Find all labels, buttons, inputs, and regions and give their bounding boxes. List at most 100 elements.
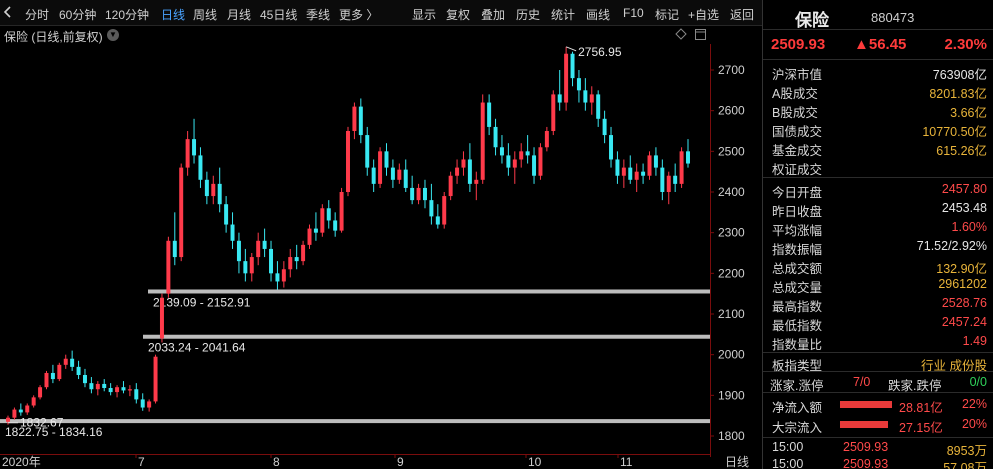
candle-body — [102, 383, 107, 389]
candle-body — [288, 257, 293, 270]
kline-chart[interactable]: 2139.09 - 2152.91 2033.24 - 2041.64 1822.7… — [0, 44, 762, 469]
candle-body — [422, 187, 427, 201]
candle-body — [352, 106, 357, 131]
f10-button[interactable]: F10 — [623, 6, 644, 20]
flow-row: 大宗流入 27.15亿 20% — [763, 415, 993, 435]
stat-label: 最高指数 — [772, 300, 823, 314]
y-axis-labels: 1800 1900 2000 2100 2200 2300 2400 2500 2600 2700 — [718, 63, 745, 443]
stat-label: 沪深市值 — [772, 68, 823, 82]
sector-value[interactable]: 行业 成份股 — [921, 359, 987, 373]
quote-panel: 保险 880473 2509.93 ▲56.45 2.30% 沪深市值 76390… — [762, 0, 993, 469]
stat-value: 2528.76 — [941, 296, 987, 310]
candle-body — [358, 106, 363, 136]
candle-body — [121, 387, 126, 391]
flow-label: 净流入额 — [772, 401, 823, 415]
panel-header: 保险 880473 — [763, 0, 993, 30]
stat-label: 昨日收盘 — [772, 205, 823, 219]
display-button[interactable]: 显示 — [412, 8, 437, 22]
stat-row: 权证成交 — [763, 157, 993, 177]
advancers-value: 7/0 — [853, 375, 871, 389]
stat-label: 基金成交 — [772, 144, 823, 158]
adjust-button[interactable]: 复权 — [446, 8, 471, 22]
chevron-down-icon[interactable]: ▼ — [107, 29, 119, 41]
tab-120min[interactable]: 120分钟 — [105, 8, 150, 22]
stat-row: B股成交 3.66亿 — [763, 100, 993, 120]
candle-body — [641, 171, 646, 176]
candle-body — [634, 171, 639, 180]
candle-body — [679, 151, 684, 184]
candle-body — [397, 169, 402, 180]
candle-body — [301, 244, 306, 262]
stat-label: 今日开盘 — [772, 186, 823, 200]
tab-weekly[interactable]: 周线 — [193, 8, 218, 22]
diamond-icon[interactable] — [675, 28, 687, 40]
add-watchlist-button[interactable]: +自选 — [688, 8, 720, 22]
gap-label: 2139.09 - 2152.91 — [153, 295, 251, 309]
statistics-button[interactable]: 统计 — [551, 8, 576, 22]
candle-body — [365, 135, 370, 168]
chart-axes — [0, 44, 714, 458]
candle-body — [609, 135, 614, 160]
index-code: 880473 — [871, 10, 915, 25]
candle-body — [159, 297, 164, 339]
stat-row: 沪深市值 763908亿 — [763, 62, 993, 82]
candle-body — [442, 196, 447, 225]
candle-body — [313, 228, 318, 233]
mark-button[interactable]: 标记 — [655, 8, 680, 22]
tab-quarterly[interactable]: 季线 — [306, 8, 331, 22]
tab-45day[interactable]: 45日线 — [260, 8, 298, 22]
tab-60min[interactable]: 60分钟 — [59, 8, 97, 22]
tick-row: 15:00 2509.93 57.08万 — [763, 455, 993, 469]
tab-daily[interactable]: 日线 — [161, 8, 186, 22]
draw-line-button[interactable]: 画线 — [586, 8, 611, 22]
candle-body — [95, 383, 100, 390]
tick-time: 15:00 — [772, 457, 804, 469]
tab-more[interactable]: 更多 〉 — [339, 8, 379, 22]
tick-volume: 8953万 — [946, 444, 987, 458]
candle-body — [76, 366, 81, 375]
stat-row: 基金成交 615.26亿 — [763, 138, 993, 158]
window-icon[interactable] — [695, 29, 706, 40]
overlay-button[interactable]: 叠加 — [481, 8, 506, 22]
candle-body — [653, 155, 658, 168]
candle-body — [371, 167, 376, 184]
tab-monthly[interactable]: 月线 — [227, 8, 252, 22]
candles — [6, 46, 690, 425]
x-tick-label: 2020年 — [2, 455, 41, 469]
tick-price: 2509.93 — [843, 457, 889, 469]
candle-body — [403, 169, 408, 188]
stat-row: 指数振幅 71.52/2.92% — [763, 237, 993, 257]
candle-body — [153, 356, 158, 402]
candle-body — [455, 167, 460, 176]
candle-body — [256, 240, 261, 258]
candle-body — [12, 409, 17, 418]
history-button[interactable]: 历史 — [516, 8, 541, 22]
candle-body — [172, 240, 177, 258]
candle-body — [499, 147, 504, 156]
back-arrow-icon[interactable] — [3, 6, 13, 18]
candle-body — [326, 208, 331, 221]
candle-body — [192, 139, 197, 156]
candle-body — [63, 358, 68, 365]
candle-body — [82, 375, 87, 384]
candle-body — [269, 248, 274, 274]
y-tick-label: 2000 — [718, 348, 745, 362]
candle-body — [487, 102, 492, 127]
return-button[interactable]: 返回 — [730, 8, 755, 22]
stat-label: 最低指数 — [772, 319, 823, 333]
candle-body — [506, 155, 511, 168]
stat-label: 总成交额 — [772, 262, 823, 276]
candle-body — [262, 240, 267, 249]
stat-label: 国债成交 — [772, 125, 823, 139]
stat-row: 昨日收盘 2453.48 — [763, 199, 993, 219]
flow-pct: 20% — [961, 417, 987, 431]
last-price: 2509.93 — [771, 36, 826, 53]
x-tick-label: 8 — [273, 455, 280, 469]
candle-body — [519, 151, 524, 160]
gap-band — [0, 419, 710, 424]
candle-body — [275, 273, 280, 282]
advancers-label: 涨家.涨停 — [770, 379, 824, 393]
candle-body — [127, 389, 132, 391]
candle-body — [532, 155, 537, 176]
tab-intraday[interactable]: 分时 — [25, 8, 50, 22]
